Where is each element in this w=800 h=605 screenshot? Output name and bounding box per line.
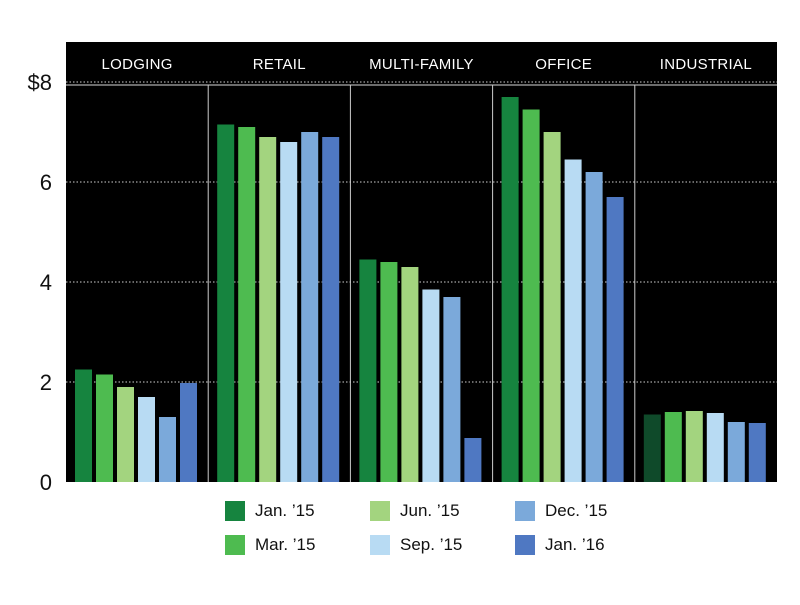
bar [380, 262, 398, 482]
bar [180, 383, 197, 482]
legend-label: Jan. ’16 [545, 535, 605, 554]
legend-item: Jan. ’15 [225, 500, 370, 522]
bar [564, 159, 582, 482]
legend-item: Jun. ’15 [370, 500, 515, 522]
y-tick-label: 2 [40, 370, 52, 395]
bar [217, 124, 235, 482]
bar [322, 137, 340, 482]
bar [75, 369, 92, 482]
bar [606, 197, 624, 482]
bar [280, 142, 298, 482]
y-tick-label: 4 [40, 270, 52, 295]
bar [259, 137, 277, 482]
bar [117, 387, 134, 482]
legend-label: Mar. ’15 [255, 535, 316, 554]
category-label: LODGING [101, 56, 172, 73]
y-tick-label: 6 [40, 170, 52, 195]
bar [96, 374, 113, 482]
legend-label: Jun. ’15 [400, 501, 460, 520]
legend-swatch [515, 501, 535, 521]
legend-swatch [370, 501, 390, 521]
bar [138, 397, 155, 482]
legend-label: Jan. ’15 [255, 501, 315, 520]
category-label: RETAIL [253, 56, 306, 73]
legend: Jan. ’15 Jun. ’15 Dec. ’15 Mar. ’15 Sep. ’15… [225, 500, 645, 556]
bar [501, 97, 519, 482]
bar [522, 109, 540, 482]
bar [422, 289, 440, 482]
legend-item: Mar. ’15 [225, 534, 370, 556]
bar [359, 259, 377, 482]
bar [159, 417, 176, 482]
bar [727, 422, 745, 482]
bar [301, 132, 319, 482]
category-label: INDUSTRIAL [660, 56, 752, 73]
legend-label: Sep. ’15 [400, 535, 463, 554]
bar [643, 414, 661, 482]
bar [664, 412, 682, 482]
category-label: OFFICE [535, 56, 592, 73]
y-tick-label: $8 [28, 70, 52, 95]
legend-swatch [370, 535, 390, 555]
legend-item: Jan. ’16 [515, 534, 645, 556]
bar [464, 438, 482, 482]
bar [685, 411, 703, 482]
bar [401, 267, 419, 482]
legend-item: Dec. ’15 [515, 500, 645, 522]
legend-swatch [225, 535, 245, 555]
legend-label: Dec. ’15 [545, 501, 608, 520]
legend-swatch [225, 501, 245, 521]
y-tick-label: 0 [40, 470, 52, 495]
bar [543, 132, 561, 482]
bar [706, 413, 724, 482]
category-label: MULTI-FAMILY [369, 56, 474, 73]
bar [443, 297, 461, 482]
bar [748, 423, 766, 482]
bar [238, 127, 256, 482]
legend-swatch [515, 535, 535, 555]
bar [585, 172, 603, 482]
legend-item: Sep. ’15 [370, 534, 515, 556]
